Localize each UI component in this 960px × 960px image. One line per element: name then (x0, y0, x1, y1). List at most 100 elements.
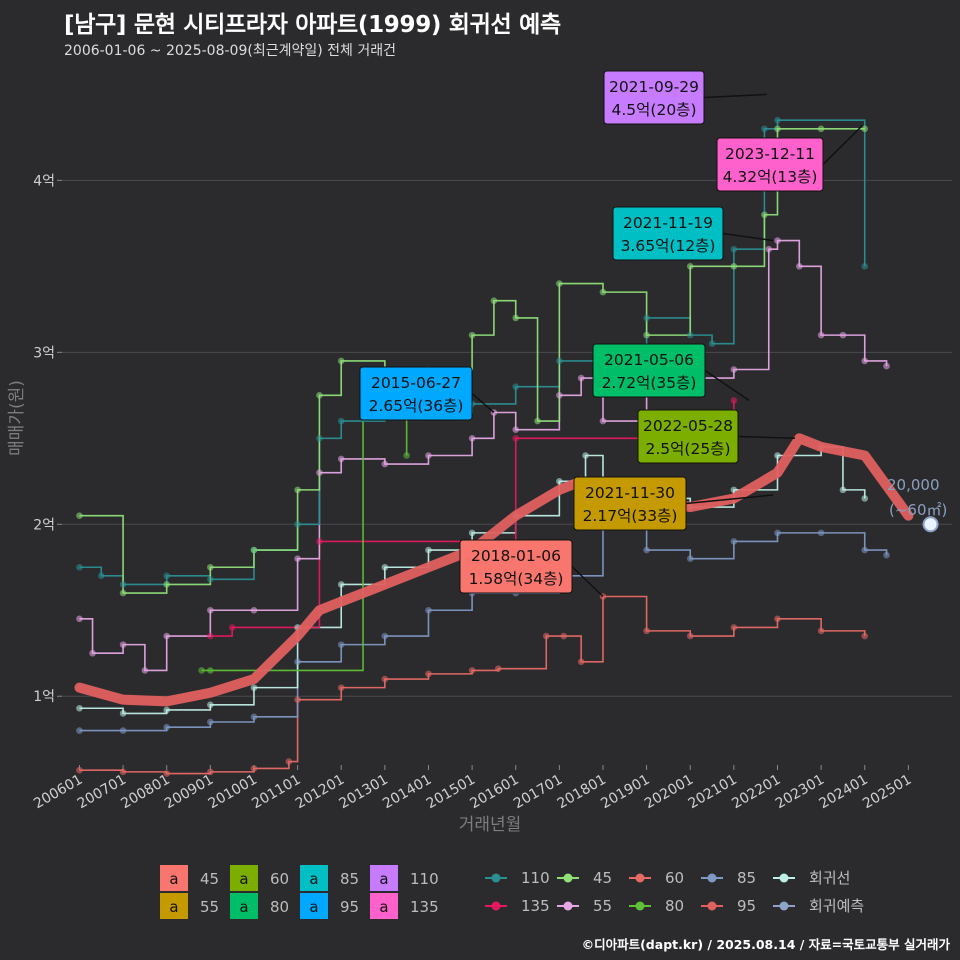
legend-glyph: a (309, 870, 318, 888)
legend-line-85: 85 (701, 869, 756, 887)
legend-swatch (160, 865, 188, 891)
data-point (337, 641, 345, 648)
legend-swatch (230, 893, 258, 919)
data-point (839, 486, 847, 494)
data-point (765, 245, 773, 253)
data-point (425, 452, 432, 459)
data-point (97, 572, 105, 580)
data-point (76, 512, 83, 519)
data-point (381, 632, 389, 640)
legend-type-85: a 85 (300, 865, 359, 891)
regression-path (74, 433, 914, 707)
data-point (730, 624, 738, 631)
legend-type-80: a 80 (230, 893, 289, 919)
callout-box (573, 476, 687, 531)
data-point (861, 632, 869, 640)
x-tick-label: 201901 (598, 772, 652, 813)
legend-type-45: a 45 (160, 865, 219, 891)
legend-line-45: 45 (557, 869, 612, 887)
data-point (294, 486, 301, 494)
forecast-area: (~60㎡) (889, 501, 947, 519)
x-tick-label: 202201 (729, 772, 783, 813)
legend-line-55: 55 (557, 897, 612, 915)
legend: a 45 a 55 a 60 a 80 a 85 a 95 a 110 a 135 110 135 45 55 60 80… (160, 865, 864, 919)
data-point (89, 649, 96, 657)
data-point (403, 452, 410, 459)
data-point (163, 723, 171, 731)
y-tick-label: 2억 (33, 517, 55, 533)
data-point (686, 331, 694, 339)
data-point (774, 116, 781, 124)
legend-swatch (300, 865, 328, 891)
data-point (316, 469, 323, 476)
data-point (228, 624, 236, 631)
legend-label: 95 (340, 898, 359, 916)
data-point (316, 434, 323, 442)
x-tick-label: 202001 (642, 772, 696, 813)
data-point (294, 555, 301, 562)
data-point (817, 529, 825, 537)
data-point (774, 615, 781, 623)
data-point (686, 555, 694, 562)
legend-type-135: a 135 (370, 893, 439, 919)
legend-label: 95 (737, 897, 756, 915)
callout-date: 2022-05-28 (643, 417, 733, 435)
legend-type-110: a 110 (370, 865, 439, 891)
data-point (582, 452, 589, 459)
data-point (599, 288, 607, 296)
callout-value: 2.17억(33층) (583, 507, 678, 525)
callout-date: 2021-11-19 (623, 214, 713, 232)
data-point (250, 546, 258, 554)
data-point (119, 641, 127, 648)
data-point (337, 455, 345, 463)
data-point (163, 706, 171, 714)
legend-line-회귀선: 회귀선 (773, 869, 850, 887)
legend-line-dot (563, 901, 573, 911)
callout-2015-06-27: 2015-06-27 2.65억(36층) (359, 366, 495, 421)
x-tick-label: 202301 (773, 772, 827, 813)
callout-date: 2021-05-06 (604, 351, 694, 369)
data-point (425, 606, 432, 614)
data-point (761, 211, 768, 219)
legend-line-dot (635, 901, 645, 911)
data-point (560, 632, 568, 640)
x-axis-title: 거래년월 (459, 815, 522, 835)
legend-glyph: a (169, 898, 178, 916)
data-point (556, 280, 563, 287)
data-point (468, 331, 476, 339)
data-point (163, 581, 171, 588)
data-point (425, 546, 432, 554)
data-point (542, 632, 550, 640)
data-point (76, 766, 83, 774)
legend-type-60: a 60 (230, 865, 289, 891)
callout-leader (703, 93, 767, 99)
data-point (316, 392, 323, 399)
data-point (207, 718, 214, 726)
data-point (643, 546, 650, 554)
legend-label: 55 (200, 898, 219, 916)
x-tick-label: 200701 (75, 772, 129, 813)
legend-label: 45 (200, 870, 219, 888)
data-point (207, 701, 214, 709)
data-point (207, 575, 214, 583)
data-point (285, 758, 293, 765)
data-point (730, 397, 738, 404)
callout-value: 4.5억(20층) (612, 101, 697, 119)
callout-value: 1.58억(34층) (469, 570, 564, 588)
legend-line-dot (707, 873, 717, 883)
data-point (76, 615, 83, 623)
data-point (774, 237, 781, 244)
legend-label: 85 (340, 870, 359, 888)
data-point (163, 632, 171, 640)
callout-2023-12-11: 2023-12-11 4.32억(13층) (716, 124, 864, 192)
data-point (861, 357, 869, 365)
data-point (534, 417, 541, 425)
series-line (79, 595, 866, 775)
callout-2022-05-28: 2022-05-28 2.5억(25층) (637, 409, 795, 464)
data-point (883, 551, 890, 559)
data-point (294, 520, 301, 528)
forecast-point (922, 516, 939, 533)
x-tick-label: 201601 (467, 772, 521, 813)
legend-line-dot (779, 901, 789, 911)
callout-2021-09-29: 2021-09-29 4.5억(20층) (603, 70, 767, 125)
